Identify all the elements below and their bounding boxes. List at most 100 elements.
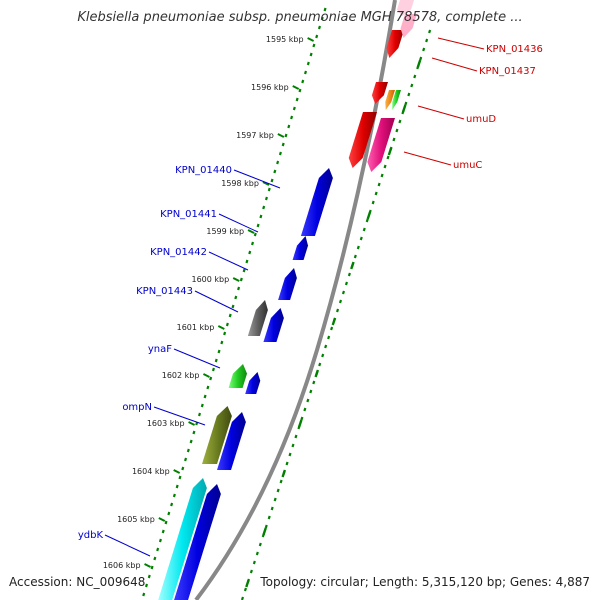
gene-label-line xyxy=(403,151,452,166)
gene-arrow-pink-light xyxy=(397,0,414,16)
ruler-dot xyxy=(259,214,263,219)
outer-ring-dot xyxy=(341,290,346,295)
outer-ring-dot xyxy=(306,398,310,403)
ruler-dot xyxy=(142,592,146,597)
outer-ring-dot xyxy=(419,56,423,61)
gene-arrow-kpn-01442 xyxy=(278,268,297,300)
gene-arrow-umud xyxy=(371,82,388,104)
ruler-dot xyxy=(147,574,151,579)
ruler-dot xyxy=(312,43,316,48)
outer-ring-tick xyxy=(297,419,303,428)
ruler-dot xyxy=(284,133,288,138)
ruler-dot xyxy=(197,412,202,417)
ruler-dots xyxy=(142,7,432,600)
ruler-tick-mark xyxy=(277,133,285,138)
gene-arrow-kpn-01436 xyxy=(386,30,404,58)
outer-ring-tick xyxy=(331,317,337,326)
outer-ring-dot xyxy=(309,389,313,394)
ruler-dot xyxy=(200,403,204,408)
outer-ring-dot xyxy=(243,587,248,592)
ruler-tick-mark xyxy=(202,373,210,378)
outer-ring-dot xyxy=(362,227,366,232)
ruler-tick-mark xyxy=(217,325,225,330)
gene-label: ompN xyxy=(122,402,152,413)
backbone xyxy=(194,0,397,600)
gene-label: KPN_01437 xyxy=(479,66,536,77)
ruler-dot xyxy=(262,205,266,210)
ruler-tick-mark xyxy=(292,85,300,90)
gene-label: KPN_01443 xyxy=(136,286,193,297)
ruler-dot xyxy=(153,556,157,561)
gene-arrow-kpn-01443 xyxy=(263,308,284,342)
gene-label: KPN_01440 xyxy=(175,165,232,176)
ruler-tick-label: 1598 kbp xyxy=(221,179,259,188)
ruler-dot xyxy=(250,241,255,246)
outer-ring-tick xyxy=(314,369,320,378)
outer-ring-tick xyxy=(387,147,393,156)
gene-label-line xyxy=(104,534,151,557)
ruler-tick-mark xyxy=(262,181,270,186)
ruler-dot xyxy=(175,484,179,489)
outer-ring-dot xyxy=(371,200,375,205)
outer-ring-dot xyxy=(285,461,289,466)
ruler-dot xyxy=(217,349,221,354)
ruler-dot xyxy=(317,25,321,30)
ruler-dot xyxy=(164,520,168,525)
gene-arrow-green-small xyxy=(392,90,401,110)
outer-ring-tick xyxy=(366,211,372,220)
outer-ring-dot xyxy=(252,560,256,565)
ruler-dot xyxy=(273,169,277,174)
ruler-dot xyxy=(156,547,160,552)
ruler-dot xyxy=(237,286,241,291)
outer-ring-dot xyxy=(300,416,304,421)
ruler-dot xyxy=(170,502,174,507)
outer-ring-dot xyxy=(380,173,384,178)
gene-arrow-blue-long xyxy=(174,484,221,600)
outer-ring-dot xyxy=(347,272,351,277)
ruler-tick-label: 1606 kbp xyxy=(103,561,141,570)
outer-ring-dot xyxy=(288,452,292,457)
outer-ring-dot xyxy=(353,254,357,259)
gene-label-line xyxy=(233,169,281,189)
outer-ring-dot xyxy=(312,380,316,385)
outer-ring-tick xyxy=(350,261,355,270)
ruler-dot xyxy=(281,142,285,147)
outer-ring-dot xyxy=(270,506,274,511)
gene-arrow-umuc xyxy=(367,118,395,172)
gene-arrow-blue-mid xyxy=(217,412,246,470)
ruler-dot xyxy=(270,178,274,183)
ruler-dot xyxy=(186,448,190,453)
outer-ring-dot xyxy=(338,299,343,304)
gene-arrow-kpn-01440 xyxy=(300,168,333,236)
ruler-dot xyxy=(298,88,302,93)
ruler-dot xyxy=(150,565,154,570)
ruler-dot xyxy=(253,232,257,237)
outer-ring-dot xyxy=(422,47,426,52)
gene-arrow-grey xyxy=(247,300,268,336)
gene-label-line xyxy=(153,406,206,426)
ruler-dot xyxy=(214,358,218,363)
ruler-dot xyxy=(304,70,308,75)
ruler-dot xyxy=(295,97,299,102)
ruler-dot xyxy=(167,511,171,516)
ruler-dot xyxy=(323,7,327,12)
ruler-tick-label: 1596 kbp xyxy=(251,83,289,92)
ruler-dot xyxy=(290,115,294,120)
outer-ring-dot xyxy=(335,308,340,313)
gene-label-line xyxy=(431,57,478,72)
outer-ring-dot xyxy=(327,335,331,340)
ruler-dot xyxy=(264,196,268,201)
gene-arrow-kpn-01437 xyxy=(400,14,417,38)
ruler-dot xyxy=(223,331,227,336)
ruler-tick-mark xyxy=(247,229,255,234)
summary-text: Topology: circular; Length: 5,315,120 bp… xyxy=(260,575,590,589)
outer-ring-dot xyxy=(428,29,432,34)
ruler-dot xyxy=(225,322,229,327)
ruler-tick-label: 1602 kbp xyxy=(162,371,200,380)
ruler-dot xyxy=(309,52,313,57)
outer-ring-dot xyxy=(344,281,348,286)
outer-ring-dot xyxy=(365,218,369,223)
gene-arrow-umuc-red xyxy=(348,112,377,168)
ruler-dot xyxy=(172,493,176,498)
ruler-tick-label: 1600 kbp xyxy=(191,275,229,284)
